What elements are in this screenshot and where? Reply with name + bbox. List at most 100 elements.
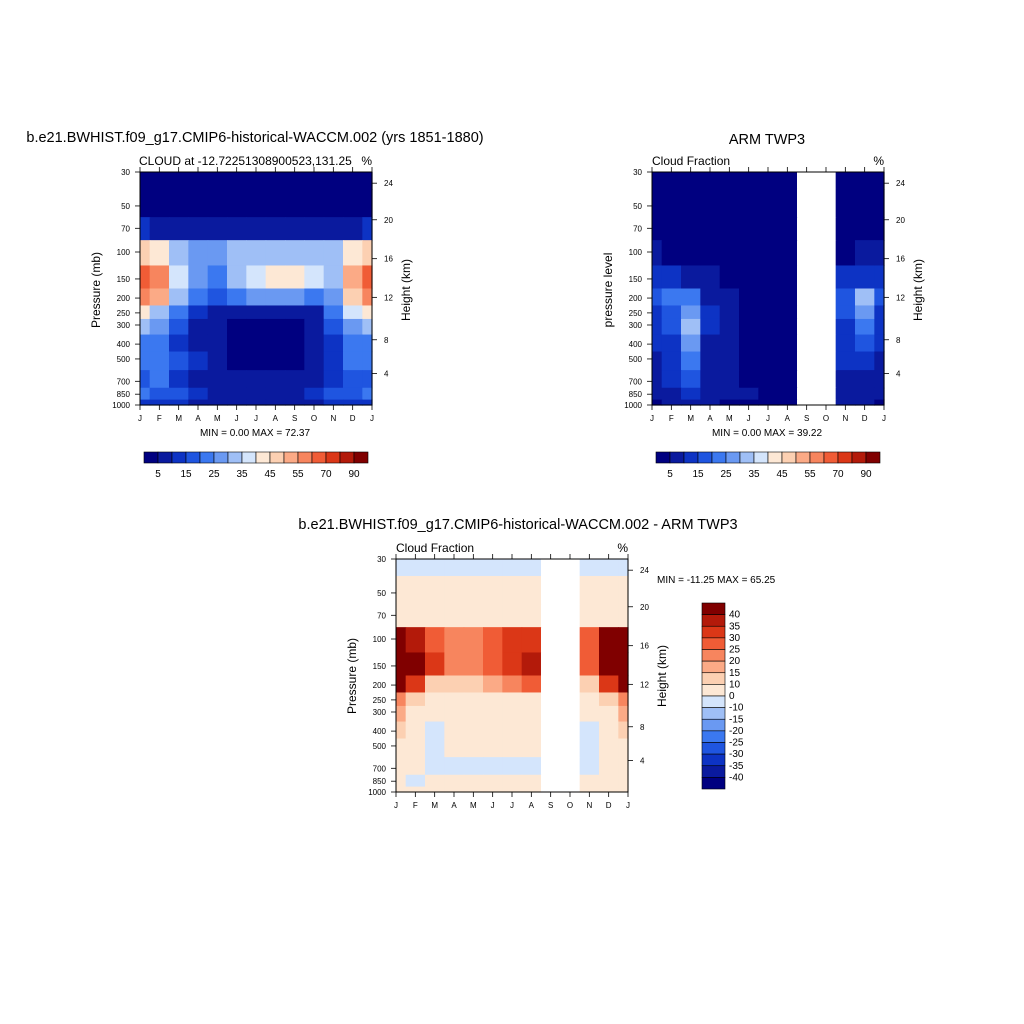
heatmap-cell	[618, 604, 629, 628]
heatmap-cell	[700, 370, 721, 389]
y-tick-label: 70	[121, 224, 130, 233]
heatmap-cell	[758, 351, 779, 371]
heatmap-cell	[681, 172, 701, 190]
heatmap-cell	[323, 370, 344, 389]
colorbar-swatch	[701, 614, 726, 627]
heatmap-cell	[758, 318, 779, 336]
heatmap-cell	[265, 387, 286, 401]
heatmap-cell	[797, 334, 817, 353]
heatmap-cell	[227, 305, 247, 320]
heatmap-cell	[285, 288, 305, 307]
colorbar-swatch	[701, 718, 726, 732]
heatmap-cell	[405, 575, 426, 605]
heatmap-cell	[304, 334, 325, 353]
heatmap-cell	[661, 370, 682, 389]
heatmap-cell	[188, 318, 209, 336]
heatmap-cell	[652, 351, 663, 371]
heatmap-cell	[323, 265, 344, 290]
heatmap-cell	[777, 288, 798, 307]
heatmap-cell	[758, 387, 779, 401]
y-tick-label: 300	[629, 321, 643, 330]
heatmap-cell	[285, 334, 305, 353]
y-tick-label: 30	[121, 168, 130, 177]
heatmap-cell	[483, 575, 503, 605]
colorbar-swatch	[781, 451, 797, 464]
heatmap-cell	[343, 172, 363, 190]
heatmap-cell	[816, 240, 837, 267]
heatmap-cell	[797, 217, 817, 241]
heatmap-cell	[207, 288, 228, 307]
x-tick-label: J	[254, 414, 258, 423]
heatmap-cell	[579, 721, 600, 740]
y-tick-label: 150	[117, 275, 131, 284]
heatmap-cell	[169, 370, 189, 389]
colorbar-label: -10	[729, 703, 744, 714]
heatmap-cell	[140, 399, 151, 406]
heatmap-cell	[816, 318, 837, 336]
heatmap-cell	[362, 305, 373, 320]
heatmap-cell	[169, 265, 189, 290]
heatmap-cell	[777, 217, 798, 241]
y-tick-label: 70	[633, 224, 642, 233]
heatmap-cell	[323, 387, 344, 401]
heatmap-cell	[777, 172, 798, 190]
colorbar-label: 90	[860, 469, 872, 480]
heatmap-cell	[483, 757, 503, 776]
heatmap-cell	[618, 692, 629, 707]
heatmap-cell	[444, 692, 465, 707]
colorbar-swatch	[255, 451, 271, 464]
heatmap-cell	[797, 387, 817, 401]
y2-tick-label: 8	[384, 336, 389, 345]
heatmap-cell	[541, 774, 561, 788]
colorbar-label: -30	[729, 749, 744, 760]
heatmap-cell	[362, 334, 373, 353]
heatmap-cell	[169, 217, 189, 241]
panel-diff-heading: b.e21.BWHIST.f09_g17.CMIP6-historical-WA…	[298, 517, 737, 533]
heatmap-cell	[739, 370, 759, 389]
y-tick-label: 1000	[368, 788, 386, 797]
y-tick-label: 700	[117, 377, 131, 386]
heatmap-cell	[652, 399, 663, 406]
heatmap-cell	[816, 217, 837, 241]
colorbar-swatch	[701, 753, 726, 767]
y-tick-label: 100	[117, 248, 131, 257]
heatmap-cell	[541, 652, 561, 677]
heatmap-cell	[700, 172, 721, 190]
heatmap-cell	[874, 188, 885, 218]
panel-diff-units: %	[617, 541, 628, 555]
heatmap-cell	[739, 351, 759, 371]
colorbar-label: 70	[832, 469, 844, 480]
heatmap-cell	[618, 575, 629, 605]
colorbar-label: 15	[729, 668, 741, 679]
colorbar-swatch	[655, 451, 671, 464]
y-tick-label: 200	[373, 681, 387, 690]
heatmap-cell	[149, 305, 170, 320]
colorbar-label: 25	[208, 469, 220, 480]
heatmap-cell	[444, 774, 465, 788]
heatmap-cell	[661, 334, 682, 353]
heatmap-cell	[149, 172, 170, 190]
x-tick-label: A	[785, 414, 791, 423]
heatmap-cell	[797, 188, 817, 218]
colorbar-swatch	[325, 451, 341, 464]
heatmap-cell	[700, 351, 721, 371]
heatmap-cell	[521, 559, 542, 577]
heatmap-cell	[405, 604, 426, 628]
heatmap-cell	[681, 288, 701, 307]
x-tick-label: J	[650, 414, 654, 423]
heatmap-cell	[758, 305, 779, 320]
heatmap-cell	[463, 786, 484, 793]
heatmap-cell	[362, 351, 373, 371]
heatmap-cell	[425, 575, 445, 605]
heatmap-cell	[661, 240, 682, 267]
colorbar-swatch	[701, 684, 726, 697]
heatmap-cell	[246, 351, 267, 371]
panel-obs-ylabel: pressure level	[601, 253, 615, 328]
panel-model-ylabel: Pressure (mb)	[89, 252, 103, 328]
heatmap-cell	[835, 288, 856, 307]
heatmap-cell	[323, 399, 344, 406]
heatmap-cell	[874, 288, 885, 307]
colorbar-swatch	[851, 451, 867, 464]
heatmap-cell	[227, 240, 247, 267]
heatmap-cell	[265, 305, 286, 320]
